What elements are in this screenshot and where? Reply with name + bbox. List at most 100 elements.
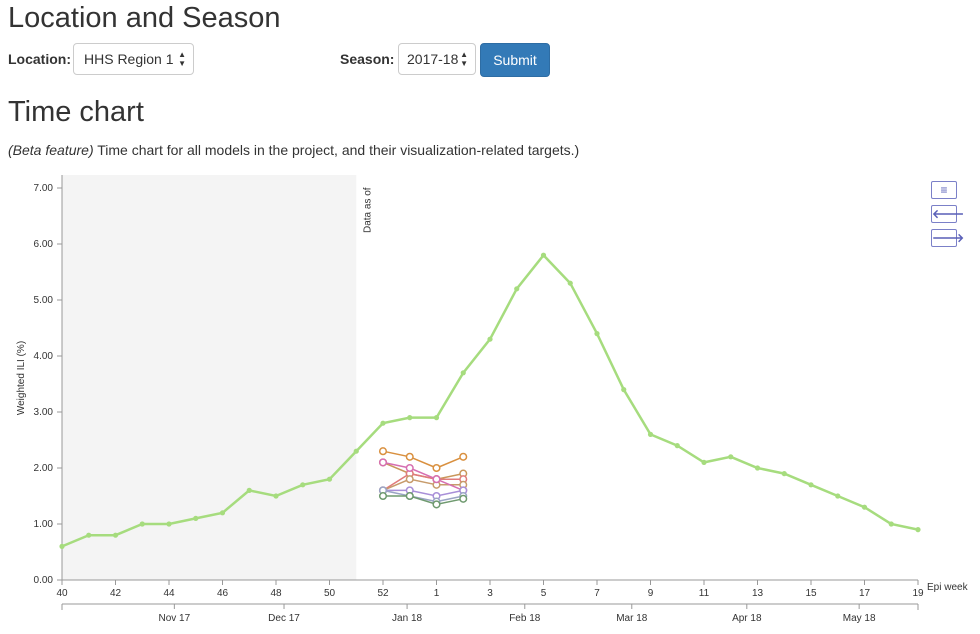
actual-point [219, 510, 226, 516]
actual-point [166, 521, 172, 527]
actual-point [460, 370, 466, 376]
actual-point [728, 454, 734, 460]
past-region [62, 175, 357, 580]
description-text: Time chart for all models in the project… [93, 142, 580, 158]
x-tick-label: 13 [752, 588, 764, 599]
actual-point [540, 252, 547, 258]
season-select[interactable]: 2017-18 ▲ ▼ [398, 43, 476, 75]
forecast-point [405, 452, 414, 461]
actual-point [433, 415, 440, 421]
forecast-point [432, 475, 441, 484]
month-tick-label: Apr 18 [732, 613, 762, 624]
actual-point [380, 420, 386, 426]
x-tick-label: 19 [912, 588, 924, 599]
x-tick-label: 17 [859, 588, 871, 599]
x-tick-label: 9 [648, 588, 654, 599]
y-tick-label: 3.00 [34, 407, 54, 418]
forecast-point [405, 463, 414, 473]
x-tick-label: 15 [805, 588, 817, 599]
actual-point [915, 527, 921, 533]
actual-point [300, 482, 306, 488]
x-tick-label: 40 [56, 588, 68, 599]
forecast-point [405, 475, 414, 484]
actual-point [193, 515, 199, 522]
month-tick-label: Dec 17 [268, 613, 300, 624]
forecast-point [405, 491, 414, 501]
season-value: 2017-18 [407, 51, 459, 67]
y-tick-label: 2.00 [34, 463, 54, 474]
x-tick-label: 48 [270, 588, 282, 599]
actual-point [781, 471, 787, 477]
forecast-series-line [382, 450, 464, 469]
actual-point [647, 431, 654, 437]
actual-point [487, 336, 493, 342]
location-label: Location: [8, 51, 71, 67]
actual-point [835, 493, 841, 499]
season-label: Season: [340, 51, 395, 67]
arrow-left-icon[interactable]: 🡐 [931, 205, 965, 223]
forecast-point [432, 463, 441, 473]
actual-point [594, 331, 600, 337]
forecast-point [459, 494, 468, 503]
x-tick-label: 3 [487, 588, 493, 599]
select-arrows-icon: ▲ ▼ [178, 50, 186, 68]
x-tick-label: 1 [434, 588, 440, 599]
month-tick-label: Nov 17 [159, 613, 191, 624]
actual-point [139, 521, 145, 527]
y-tick-label: 4.00 [34, 351, 54, 362]
select-arrows-icon: ▲ ▼ [460, 50, 468, 68]
arrow-right-icon[interactable]: 🡒 [931, 229, 965, 247]
actual-point [326, 476, 333, 482]
forecast-point [378, 491, 388, 501]
actual-point [86, 532, 92, 538]
actual-point [246, 487, 252, 493]
y-tick-label: 0.00 [34, 575, 54, 586]
actual-point [353, 448, 359, 454]
forecast-point [432, 500, 441, 509]
x-axis-label: Epi week [927, 582, 969, 593]
actual-point [273, 493, 279, 499]
actual-point [59, 543, 65, 550]
forecast-series-line [382, 472, 464, 492]
actual-point [514, 286, 520, 292]
data-as-of-label: Data as of [362, 187, 373, 233]
forecast-point [459, 452, 468, 461]
menu-icon[interactable]: ≡ [931, 181, 957, 199]
location-select[interactable]: HHS Region 1 ▲ ▼ [73, 43, 194, 75]
y-axis-label: Weighted ILI (%) [16, 341, 27, 415]
actual-point [888, 521, 894, 527]
x-tick-label: 42 [110, 588, 122, 599]
y-tick-label: 6.00 [34, 239, 54, 250]
actual-point [701, 459, 707, 465]
forecast-series-line [382, 461, 464, 492]
actual-point [674, 443, 680, 449]
forecast-series-line [383, 495, 464, 506]
forecast-series-line [383, 489, 464, 497]
x-tick-label: 52 [377, 588, 389, 599]
x-tick-label: 5 [541, 588, 547, 599]
y-tick-label: 5.00 [34, 295, 54, 306]
time-chart-title: Time chart [8, 96, 144, 128]
x-tick-label: 11 [699, 588, 710, 599]
month-tick-label: Mar 18 [616, 613, 648, 624]
actual-point [407, 415, 413, 421]
x-tick-label: 44 [163, 588, 175, 599]
actual-point [861, 504, 868, 510]
x-tick-label: 50 [324, 588, 336, 599]
forecast-point [378, 447, 388, 456]
actual-point [621, 387, 627, 393]
x-tick-label: 46 [217, 588, 229, 599]
actual-point [567, 280, 573, 286]
actual-point [808, 482, 814, 488]
y-tick-label: 7.00 [34, 183, 54, 194]
month-tick-label: Feb 18 [509, 613, 541, 624]
month-tick-label: May 18 [843, 613, 876, 624]
forecast-point [378, 458, 388, 467]
location-value: HHS Region 1 [84, 51, 174, 67]
submit-button[interactable]: Submit [480, 43, 550, 77]
month-tick-label: Jan 18 [392, 613, 422, 624]
x-tick-label: 7 [594, 588, 600, 599]
actual-point [112, 532, 119, 538]
actual-point [754, 465, 761, 471]
